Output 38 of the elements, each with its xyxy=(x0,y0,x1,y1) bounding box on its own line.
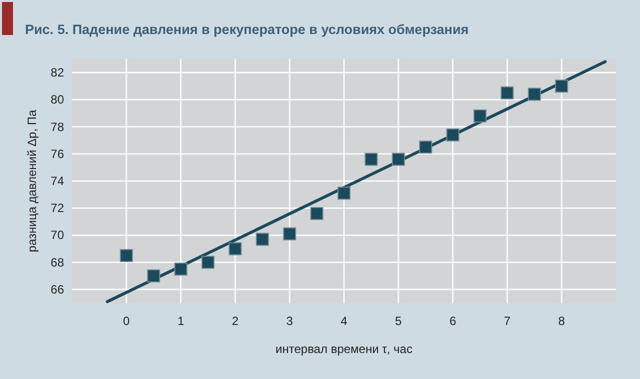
y-tick-label: 74 xyxy=(50,174,64,188)
y-axis-title: разница давлений Δp, Па xyxy=(25,109,39,252)
x-tick-label: 0 xyxy=(123,314,130,328)
x-tick-label: 4 xyxy=(340,314,348,328)
point xyxy=(364,152,378,166)
y-tick-label: 72 xyxy=(50,201,64,216)
y-tick-label: 68 xyxy=(50,255,64,270)
chart-title: Рис. 5. Падение давления в рекуператоре в условиях обмерзания xyxy=(25,22,469,37)
point xyxy=(228,242,242,256)
x-tick-label: 1 xyxy=(177,314,184,328)
point xyxy=(338,186,350,200)
y-tick-label: 70 xyxy=(50,228,64,242)
x-axis-title: интервал времени τ, час xyxy=(276,342,412,356)
point xyxy=(283,227,296,240)
x-tick-label: 8 xyxy=(558,314,566,328)
point xyxy=(310,207,324,220)
point xyxy=(256,232,269,246)
x-tick-label: 2 xyxy=(232,314,239,328)
x-tick-label: 5 xyxy=(395,314,402,328)
point xyxy=(120,249,133,262)
point xyxy=(419,140,432,154)
point xyxy=(174,262,188,276)
point xyxy=(500,86,514,100)
point xyxy=(555,80,568,93)
point xyxy=(392,152,405,166)
point xyxy=(474,109,486,122)
point xyxy=(147,269,160,282)
y-tick-label: 76 xyxy=(50,146,64,161)
y-tick-label: 78 xyxy=(50,120,64,134)
x-tick-label: 6 xyxy=(449,314,456,328)
point xyxy=(202,256,214,269)
x-tick-label: 3 xyxy=(286,314,294,328)
y-tick-label: 80 xyxy=(50,92,64,107)
y-tick-label: 66 xyxy=(50,282,64,296)
y-tick-label: 82 xyxy=(50,66,64,80)
point xyxy=(528,88,541,101)
x-tick-label: 7 xyxy=(504,314,511,328)
point xyxy=(446,128,460,142)
